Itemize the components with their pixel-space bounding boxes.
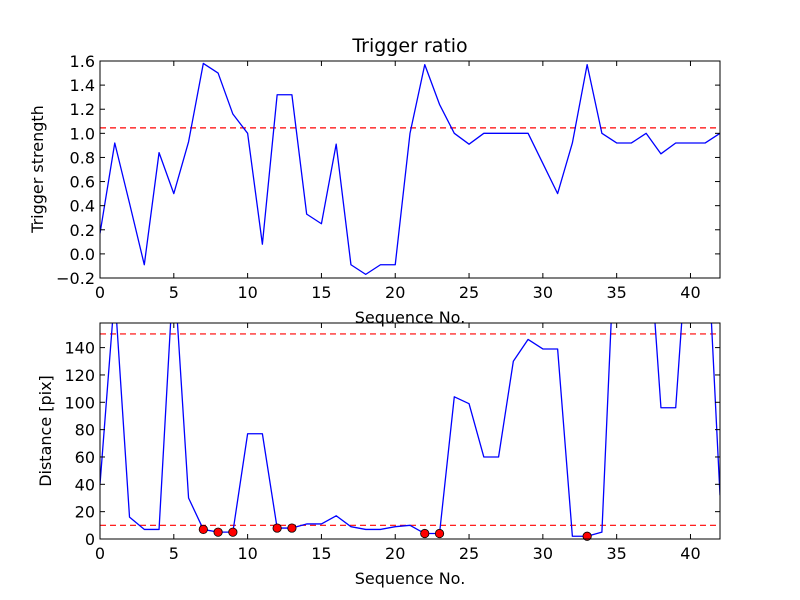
axes-frame bbox=[99, 322, 721, 540]
y-tick-label: 0.4 bbox=[70, 197, 95, 216]
y-tick-label: 140 bbox=[64, 339, 95, 358]
y-tick-label: 1.6 bbox=[70, 52, 95, 71]
subplot-trigger-ratio: Trigger ratio Trigger strength Sequence … bbox=[28, 35, 721, 327]
x-axis-label: Sequence No. bbox=[355, 569, 466, 588]
data-point-marker bbox=[420, 528, 430, 539]
x-tick-label: 25 bbox=[459, 544, 479, 563]
x-tick-label: 25 bbox=[459, 283, 479, 302]
chart-title: Trigger ratio bbox=[351, 35, 467, 57]
x-tick-label: 15 bbox=[311, 283, 331, 302]
subplot-distance: Distance [pix] Sequence No. 0 5 10 15 20 25 30… bbox=[36, 322, 721, 588]
y-tick-label: −0.2 bbox=[56, 269, 95, 288]
plot-area: 0 5 10 15 20 25 30 35 40 −0.2 0.0 0.2 0.4 0.6 0.8 1.0 1.… bbox=[56, 52, 721, 302]
x-axis-label: Sequence No. bbox=[355, 308, 466, 327]
data-point-marker bbox=[228, 527, 238, 537]
x-tick-label: 10 bbox=[237, 283, 257, 302]
x-tick-label: 15 bbox=[311, 544, 331, 563]
y-tick-label: 0.2 bbox=[70, 221, 95, 240]
x-tick-label: 40 bbox=[680, 544, 700, 563]
x-tick-label: 0 bbox=[95, 283, 105, 302]
y-tick-label: 1.2 bbox=[70, 100, 95, 119]
y-tick-label: 0.0 bbox=[70, 245, 95, 264]
data-point-marker bbox=[198, 524, 208, 535]
x-tick-label: 30 bbox=[533, 544, 553, 563]
y-axis-label: Trigger strength bbox=[28, 105, 47, 234]
y-tick-label: 0.6 bbox=[70, 173, 95, 192]
y-tick-label: 1.0 bbox=[70, 124, 95, 143]
x-tick-label: 35 bbox=[606, 544, 626, 563]
y-axis-label: Distance [pix] bbox=[36, 375, 55, 487]
x-tick-label: 20 bbox=[385, 544, 405, 563]
x-tick-label: 35 bbox=[606, 283, 626, 302]
x-tick-label: 5 bbox=[169, 283, 179, 302]
x-tick-label: 30 bbox=[533, 283, 553, 302]
x-tick-label: 0 bbox=[95, 544, 105, 563]
x-tick-label: 10 bbox=[237, 544, 257, 563]
axes-frame bbox=[99, 60, 721, 279]
y-tick-label: 1.4 bbox=[70, 76, 95, 95]
y-tick-label: 0 bbox=[85, 530, 95, 549]
x-tick-label: 40 bbox=[680, 283, 700, 302]
data-point-marker bbox=[287, 523, 297, 533]
y-tick-label: 0.8 bbox=[70, 148, 95, 167]
x-tick-label: 5 bbox=[169, 544, 179, 563]
y-tick-label: 120 bbox=[64, 366, 95, 385]
data-point-marker bbox=[213, 527, 223, 537]
plot-content bbox=[100, 62, 720, 276]
data-point-marker bbox=[434, 528, 445, 539]
series-line bbox=[100, 62, 720, 276]
y-tick-label: 100 bbox=[64, 393, 95, 412]
y-tick-label: 80 bbox=[75, 421, 95, 440]
plot-area: 0 5 10 15 20 25 30 35 40 0 20 40 60 80 100 120 140 bbox=[64, 322, 721, 563]
y-tick-label: 20 bbox=[75, 503, 95, 522]
y-tick-label: 60 bbox=[75, 448, 95, 467]
y-tick-label: 40 bbox=[75, 475, 95, 494]
data-point-marker bbox=[272, 523, 282, 533]
x-tick-label: 20 bbox=[385, 283, 405, 302]
data-point-marker bbox=[582, 531, 592, 541]
